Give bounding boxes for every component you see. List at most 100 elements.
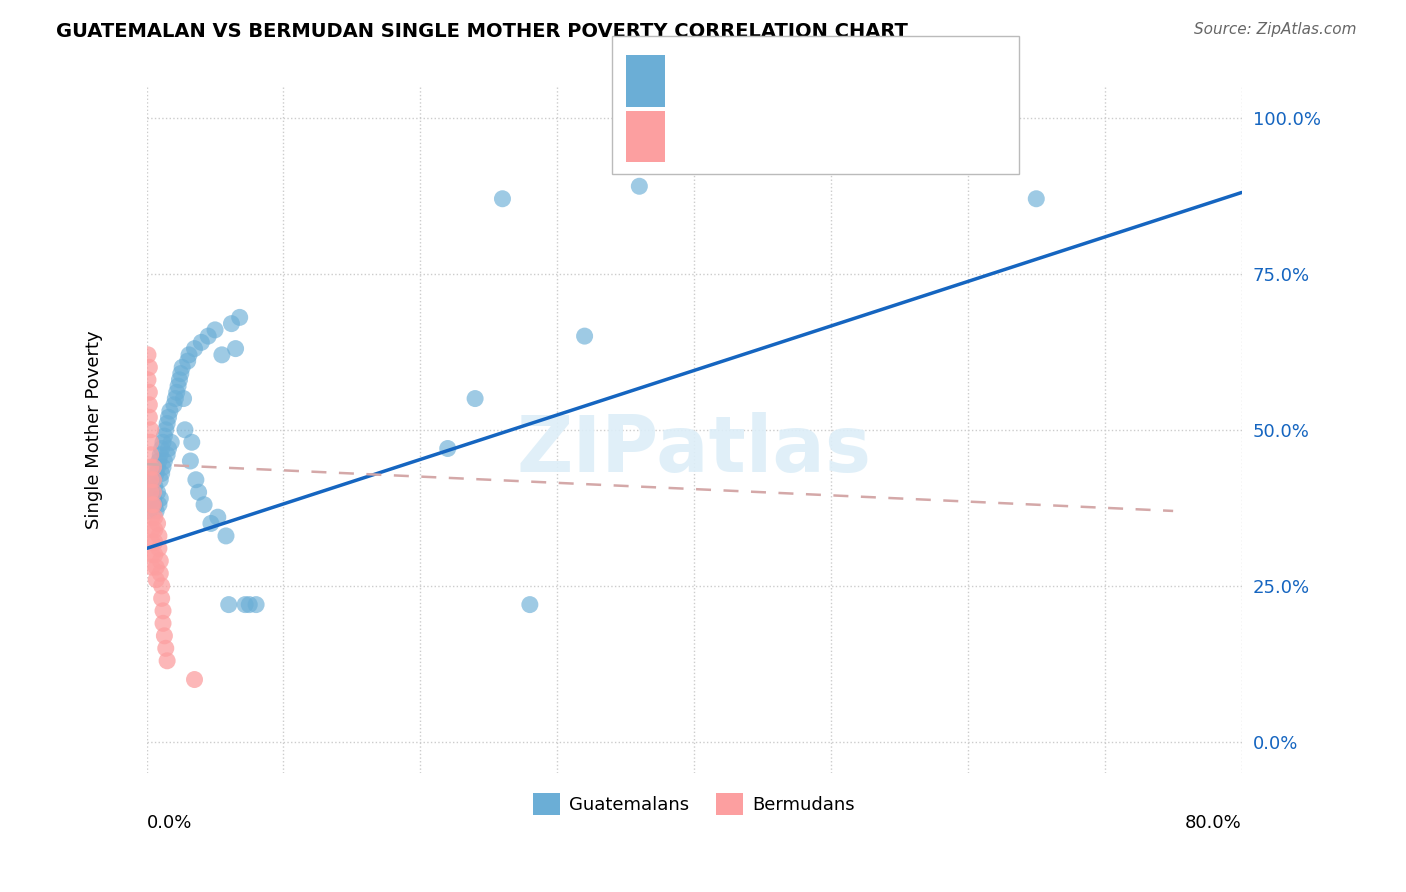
Point — [150, 467, 173, 481]
Point — [138, 410, 160, 425]
Point — [149, 554, 172, 568]
Point — [148, 498, 170, 512]
Point — [153, 629, 176, 643]
Point — [139, 423, 162, 437]
Point — [190, 335, 212, 350]
Point — [142, 460, 165, 475]
Point — [155, 641, 177, 656]
Point — [166, 385, 188, 400]
Point — [628, 179, 651, 194]
Point — [173, 392, 195, 406]
Point — [221, 317, 243, 331]
Legend: Guatemalans, Bermudans: Guatemalans, Bermudans — [526, 786, 862, 822]
Point — [139, 473, 162, 487]
Point — [138, 504, 160, 518]
Point — [167, 379, 190, 393]
Point — [141, 535, 163, 549]
Point — [245, 598, 267, 612]
Point — [197, 329, 219, 343]
Point — [141, 560, 163, 574]
Point — [215, 529, 238, 543]
Point — [149, 566, 172, 581]
Point — [142, 498, 165, 512]
Point — [1025, 192, 1047, 206]
Point — [150, 579, 173, 593]
Point — [157, 442, 180, 456]
Point — [184, 473, 207, 487]
Point — [156, 654, 179, 668]
Point — [176, 354, 198, 368]
Point — [187, 485, 209, 500]
Point — [491, 192, 513, 206]
Point — [150, 591, 173, 606]
Point — [165, 392, 187, 406]
Point — [138, 360, 160, 375]
Point — [200, 516, 222, 531]
Point — [142, 485, 165, 500]
Text: R = -0.025   N = 41: R = -0.025 N = 41 — [675, 127, 882, 145]
Point — [139, 460, 162, 475]
Point — [138, 398, 160, 412]
Text: GUATEMALAN VS BERMUDAN SINGLE MOTHER POVERTY CORRELATION CHART: GUATEMALAN VS BERMUDAN SINGLE MOTHER POV… — [56, 22, 908, 41]
Point — [145, 467, 167, 481]
Point — [156, 417, 179, 431]
Point — [225, 342, 247, 356]
Point — [157, 410, 180, 425]
Point — [204, 323, 226, 337]
Text: Single Mother Poverty: Single Mother Poverty — [84, 330, 103, 529]
Point — [150, 442, 173, 456]
Point — [145, 573, 167, 587]
Point — [143, 548, 166, 562]
Point — [218, 598, 240, 612]
Point — [751, 136, 773, 150]
Point — [519, 598, 541, 612]
Point — [436, 442, 458, 456]
Point — [146, 460, 169, 475]
Point — [152, 604, 174, 618]
Point — [170, 367, 193, 381]
Point — [156, 448, 179, 462]
Point — [183, 342, 205, 356]
Point — [159, 404, 181, 418]
Point — [145, 560, 167, 574]
Point — [238, 598, 260, 612]
Point — [145, 504, 167, 518]
Point — [146, 516, 169, 531]
Point — [233, 598, 256, 612]
Text: R =  0.378   N = 68: R = 0.378 N = 68 — [675, 71, 882, 89]
Point — [155, 423, 177, 437]
Point — [180, 435, 202, 450]
Point — [174, 423, 197, 437]
Point — [139, 435, 162, 450]
Point — [148, 541, 170, 556]
Text: ZIPatlas: ZIPatlas — [516, 412, 872, 489]
Point — [141, 523, 163, 537]
Point — [143, 523, 166, 537]
Text: Source: ZipAtlas.com: Source: ZipAtlas.com — [1194, 22, 1357, 37]
Point — [211, 348, 233, 362]
Point — [149, 473, 172, 487]
Text: 80.0%: 80.0% — [1185, 814, 1241, 832]
Point — [169, 373, 191, 387]
Point — [464, 392, 486, 406]
Point — [141, 548, 163, 562]
Point — [139, 448, 162, 462]
Point — [136, 348, 159, 362]
Point — [141, 498, 163, 512]
Point — [142, 473, 165, 487]
Point — [179, 454, 201, 468]
Point — [163, 398, 186, 412]
Point — [138, 385, 160, 400]
Point — [143, 479, 166, 493]
Point — [177, 348, 200, 362]
Point — [160, 435, 183, 450]
Point — [153, 429, 176, 443]
Text: 0.0%: 0.0% — [146, 814, 193, 832]
Point — [152, 435, 174, 450]
Point — [142, 491, 165, 506]
Point — [141, 510, 163, 524]
Point — [143, 535, 166, 549]
Point — [149, 491, 172, 506]
Point — [146, 485, 169, 500]
Point — [148, 454, 170, 468]
